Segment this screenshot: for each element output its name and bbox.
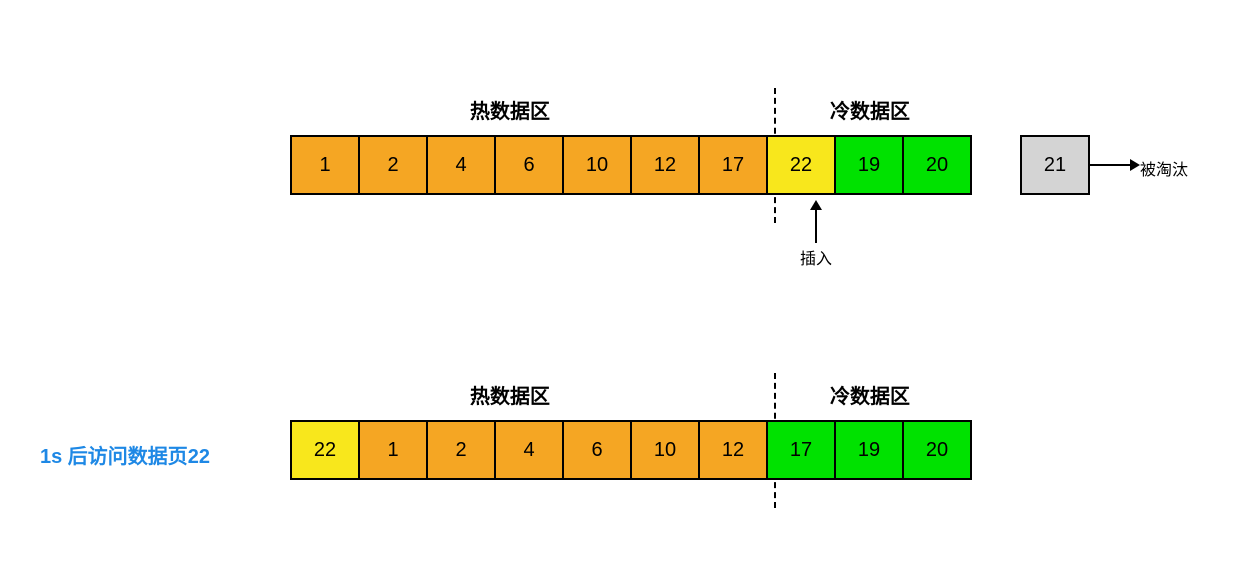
buffer-cell: 4 bbox=[494, 420, 564, 480]
buffer-cell: 4 bbox=[426, 135, 496, 195]
buffer-cell: 17 bbox=[698, 135, 768, 195]
buffer-cell: 2 bbox=[358, 135, 428, 195]
buffer-cell: 20 bbox=[902, 420, 972, 480]
buffer-cell: 22 bbox=[766, 135, 836, 195]
buffer-cell: 2 bbox=[426, 420, 496, 480]
buffer-cell: 10 bbox=[630, 420, 700, 480]
buffer-cell: 12 bbox=[630, 135, 700, 195]
buffer-cell: 1 bbox=[290, 135, 360, 195]
buffer-cell: 12 bbox=[698, 420, 768, 480]
buffer-row-2: 2212461012171920 bbox=[290, 420, 972, 480]
buffer-cell: 6 bbox=[562, 420, 632, 480]
buffer-cell: 1 bbox=[358, 420, 428, 480]
buffer-cell: 19 bbox=[834, 135, 904, 195]
row2-caption: 1s 后访问数据页22 bbox=[40, 440, 210, 469]
buffer-cell: 17 bbox=[766, 420, 836, 480]
insert-arrow-line bbox=[815, 208, 817, 243]
hot-region-label-2: 热数据区 bbox=[470, 380, 550, 409]
buffer-cell: 6 bbox=[494, 135, 564, 195]
evicted-arrow-head bbox=[1130, 159, 1140, 171]
buffer-cell: 20 bbox=[902, 135, 972, 195]
evicted-label: 被淘汰 bbox=[1140, 156, 1188, 180]
evicted-arrow-line bbox=[1090, 164, 1130, 166]
buffer-cell: 10 bbox=[562, 135, 632, 195]
cold-region-label-2: 冷数据区 bbox=[830, 380, 910, 409]
insert-label: 插入 bbox=[800, 245, 832, 269]
hot-region-label-1: 热数据区 bbox=[470, 95, 550, 124]
buffer-cell: 19 bbox=[834, 420, 904, 480]
cold-region-label-1: 冷数据区 bbox=[830, 95, 910, 124]
evicted-cell: 21 bbox=[1020, 135, 1090, 195]
buffer-cell: 22 bbox=[290, 420, 360, 480]
diagram-canvas: 热数据区 冷数据区 1246101217221920 21 被淘汰 插入 热数据… bbox=[0, 0, 1251, 581]
buffer-row-1: 1246101217221920 bbox=[290, 135, 972, 195]
